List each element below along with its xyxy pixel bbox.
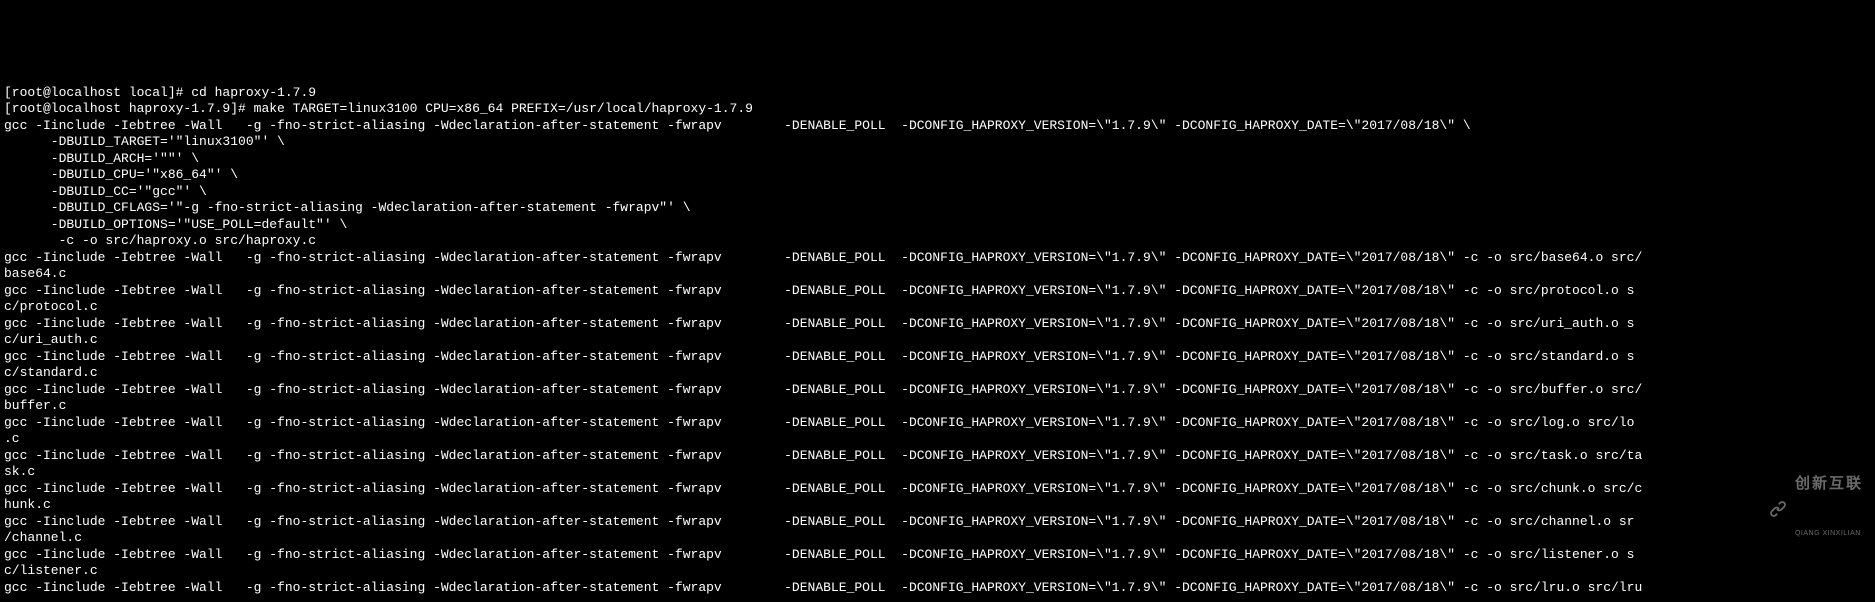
terminal-output[interactable]: [root@localhost local]# cd haproxy-1.7.9… — [0, 83, 1875, 599]
